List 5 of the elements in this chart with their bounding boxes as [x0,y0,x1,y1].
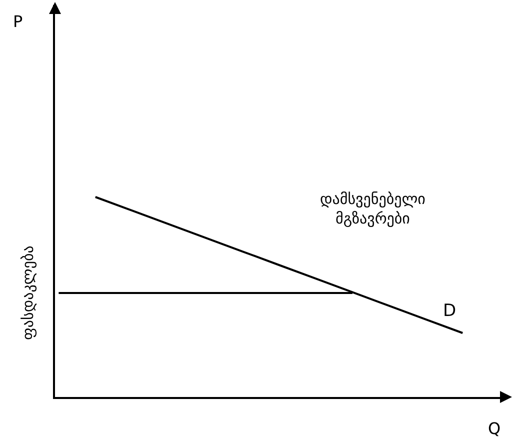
x-axis-title: Q [488,419,501,438]
text: ფასდაკლება [19,246,37,340]
text: P [13,12,23,31]
series-label: D [443,301,456,321]
annotation: დამსვენებელი მგზავრები [320,190,426,228]
